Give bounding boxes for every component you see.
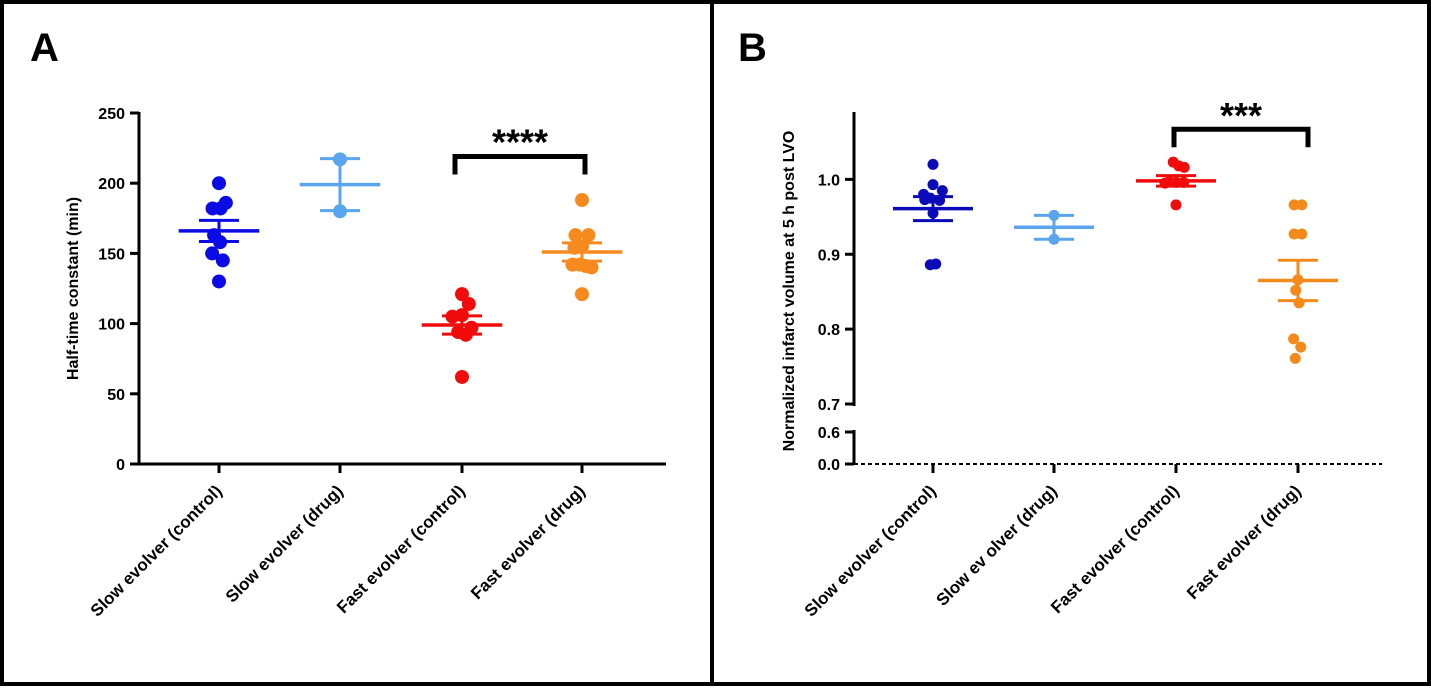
data-point: [575, 193, 589, 208]
significance-label: ****: [492, 122, 548, 163]
data-point: [455, 369, 469, 384]
data-point: [584, 260, 599, 275]
data-point: [1288, 199, 1300, 211]
y-tick-label: 0: [116, 457, 125, 474]
x-tick-label: Slow evolver (control): [87, 481, 226, 620]
data-point: [568, 228, 583, 243]
panel-b: B 0.0 0.6 0.7 0.8 0.9 1.0 Normalized infarct vo…: [710, 0, 1431, 686]
data-point: [455, 287, 469, 302]
x-tick-label: Slow evolver (drug): [222, 481, 347, 606]
y-tick-label: 0.0: [818, 457, 840, 474]
data-point: [1288, 333, 1300, 345]
data-point: [1288, 228, 1300, 240]
y-tick-label: 50: [107, 387, 125, 404]
data-point: [1289, 352, 1301, 364]
y-tick-label: 0.7: [818, 397, 840, 414]
significance-bracket: [452, 154, 588, 175]
panel-label: A: [30, 26, 59, 70]
significance-label: ***: [1220, 95, 1262, 136]
y-tick-label: 100: [98, 317, 125, 334]
x-tick-label: Fast evolver (drug): [1183, 481, 1305, 603]
data-point: [212, 274, 226, 289]
data-point: [1296, 199, 1308, 211]
x-tick-label: Slow evolver (control): [801, 481, 940, 620]
chart-a: A 0 50 100 150 200 250 Half-time constant (min)…: [30, 26, 666, 620]
data-point: [218, 195, 233, 210]
x-tick-label: Fast evolver (control): [1047, 481, 1183, 617]
y-tick-label: 0.6: [818, 425, 840, 442]
y-tick-label: 200: [98, 176, 125, 193]
y-tick-label: 0.8: [818, 322, 840, 339]
data-point: [1178, 161, 1190, 173]
data-point: [215, 253, 230, 268]
data-point: [1295, 341, 1307, 353]
data-point: [581, 228, 596, 243]
y-tick-label: 150: [98, 246, 125, 263]
y-axis-label: Half-time constant (min): [65, 197, 82, 380]
panel-label: B: [738, 26, 767, 70]
chart-b: B 0.0 0.6 0.7 0.8 0.9 1.0 Normalized infarct vo…: [738, 26, 1382, 620]
x-tick-label: Fast evolver (drug): [467, 481, 589, 603]
y-axis-label: Normalized infarct volume at 5 h post LV…: [781, 131, 798, 452]
data-point: [461, 296, 476, 311]
data-point: [927, 158, 939, 170]
x-tick-label: Slow ev olver (drug): [932, 481, 1060, 609]
data-point: [930, 258, 942, 270]
data-point: [212, 176, 226, 191]
data-point: [1170, 199, 1182, 211]
data-point: [1296, 228, 1308, 240]
data-point: [205, 246, 220, 261]
y-tick-label: 1.0: [818, 172, 840, 189]
y-tick-label: 0.9: [818, 247, 840, 264]
data-point: [927, 179, 939, 191]
y-tick-label: 250: [98, 106, 125, 123]
data-point: [936, 185, 948, 197]
x-tick-label: Fast evolver (control): [333, 481, 469, 617]
data-point: [575, 287, 589, 302]
significance-bracket: [1171, 126, 1311, 148]
panel-a: A 0 50 100 150 200 250 Half-time constant (min)…: [0, 0, 714, 686]
data-point: [1290, 284, 1302, 296]
